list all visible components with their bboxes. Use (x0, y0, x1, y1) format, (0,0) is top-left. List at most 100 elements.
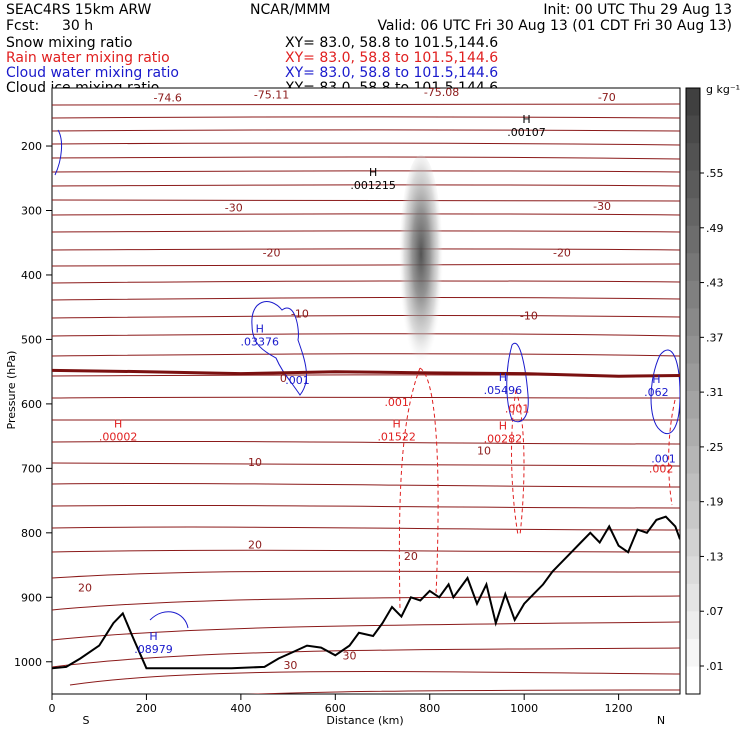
x-tick-label: 800 (419, 702, 440, 715)
field-xy-rain: XY= 83.0, 58.8 to 101.5,144.6 (285, 50, 498, 66)
isotherm-line (52, 353, 680, 357)
isotherm-line (52, 526, 680, 531)
colorbar-segment (686, 501, 700, 530)
isotherm-line (52, 396, 680, 399)
colorbar: .55 .49 .43 .37 .31 .25 .19 .13 .07 .01 (685, 87, 724, 695)
colorbar-tick-label: .37 (706, 331, 724, 344)
isotherm-line (243, 689, 680, 694)
x-axis-start-label: S (83, 714, 90, 727)
maximum-marker: H (256, 323, 264, 336)
temperature-contours (52, 103, 680, 694)
isotherm-line (52, 248, 680, 251)
isotherm-line (52, 595, 680, 611)
y-axis-label: Pressure (hPa) (5, 351, 18, 430)
isotherm-line (52, 156, 680, 160)
colorbar-tick-label: .49 (706, 222, 724, 235)
colorbar-segment (686, 473, 700, 502)
maximum-value: .00107 (507, 126, 546, 139)
rain-contour (398, 367, 421, 611)
maximum-marker: H (499, 371, 507, 384)
forecast-hours: 30 h (62, 18, 93, 34)
isotherm-line (52, 504, 680, 509)
colorbar-segment (686, 253, 700, 282)
field-xy-snow: XY= 83.0, 58.8 to 101.5,144.6 (285, 35, 498, 51)
x-tick-label: 200 (136, 702, 157, 715)
field-name-rain: Rain water mixing ratio (6, 50, 170, 66)
x-axis-end-label: N (657, 714, 665, 727)
y-tick-label: 900 (21, 591, 42, 604)
colorbar-tick-label: .07 (706, 605, 724, 618)
x-tick-label: 1200 (605, 702, 633, 715)
temperature-contour-label: -20 (263, 246, 281, 259)
maximum-value: .00002 (99, 430, 138, 443)
temperature-contour-label: -75.08 (424, 86, 459, 99)
isotherm-line (52, 213, 680, 216)
field-name-cloud-water: Cloud water mixing ratio (6, 65, 179, 81)
temperature-contour-label: -10 (291, 308, 309, 321)
valid-time: Valid: 06 UTC Fri 30 Aug 13 (01 CDT Fri … (377, 18, 732, 34)
contour-value-label: .001 (285, 374, 310, 387)
isotherm-line (52, 333, 680, 337)
isotherm-line (52, 483, 680, 488)
isotherm-line (52, 129, 680, 132)
y-tick-label: 200 (21, 140, 42, 153)
x-tick-label: 600 (325, 702, 346, 715)
isotherm-line (52, 116, 680, 119)
temperature-contour-label: 10 (477, 444, 491, 457)
colorbar-tick-label: .13 (706, 550, 724, 563)
model-title: SEAC4RS 15km ARW (6, 2, 152, 18)
temperature-contour-label: -30 (225, 201, 243, 214)
cloud-contour (54, 129, 63, 176)
colorbar-tick-label: .19 (706, 496, 724, 509)
contour-value-label: .001 (651, 453, 676, 466)
temperature-contour-label: -74.6 (153, 92, 181, 105)
y-axis-ticks: 200 300 400 500 600 700 800 900 1000 (14, 140, 52, 669)
plot-content: -74.6 -75.11 -75.08 -70 -30 -30 -20 -20 -10 -10 0 1… (52, 86, 680, 694)
maximum-value: .05496 (484, 384, 523, 397)
maximum-marker: H (369, 166, 377, 179)
isotherm-line (52, 296, 680, 301)
rain-contour (419, 367, 439, 596)
maximum-value: .01522 (377, 430, 416, 443)
temperature-contour-label: 30 (283, 659, 297, 672)
terrain-profile (52, 515, 680, 670)
temperature-contour-label: -10 (520, 310, 538, 323)
colorbar-segment (686, 446, 700, 475)
colorbar-segment (686, 528, 700, 557)
x-axis-label: Distance (km) (326, 714, 403, 727)
isotherm-line (52, 142, 680, 146)
contour-value-label: .002 (649, 462, 674, 475)
forecast-label: Fcst: (6, 18, 39, 34)
colorbar-unit: g kg⁻¹ (706, 83, 740, 96)
temperature-contour-label: 20 (404, 550, 418, 563)
maximum-marker: H (114, 417, 122, 430)
y-tick-label: 1000 (14, 656, 42, 669)
colorbar-frame (685, 87, 701, 695)
temperature-contour-label: 20 (248, 538, 262, 551)
rain-water-contours (398, 367, 676, 611)
colorbar-segment (686, 583, 700, 612)
y-tick-label: 800 (21, 527, 42, 540)
isotherm-line (52, 647, 680, 668)
y-tick-label: 300 (21, 204, 42, 217)
x-tick-label: 1000 (510, 702, 538, 715)
contour-value-label: .001 (384, 396, 409, 409)
colorbar-tick-label: .25 (706, 441, 724, 454)
y-tick-label: 700 (21, 462, 42, 475)
y-tick-label: 500 (21, 333, 42, 346)
x-axis-ticks: 0 200 400 600 800 1000 1200 (49, 694, 633, 715)
isotherm-line (52, 170, 680, 173)
init-time: Init: 00 UTC Thu 29 Aug 13 (543, 2, 732, 18)
temperature-contour-label: -75.11 (254, 88, 289, 101)
freezing-level-line (52, 368, 680, 378)
maximum-value: .03376 (241, 336, 280, 349)
isotherm-line (52, 184, 680, 187)
rain-contour (511, 389, 519, 536)
temperature-contour-label: 10 (248, 456, 262, 469)
isotherm-line (52, 230, 680, 233)
temperature-contour-label: 20 (78, 582, 92, 595)
maximum-value: .08979 (134, 643, 173, 656)
temperature-contour-label: -20 (553, 246, 571, 259)
maximum-value: .00282 (484, 432, 523, 445)
